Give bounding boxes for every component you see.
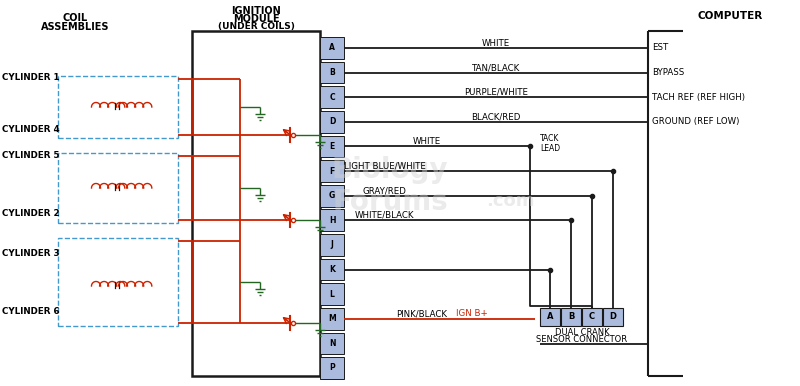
Bar [320,210,344,231]
Text: LIGHT BLUE/WHITE: LIGHT BLUE/WHITE [343,162,426,171]
Text: COIL: COIL [62,13,88,23]
Bar [58,76,178,138]
Bar [320,86,344,108]
Text: M: M [328,314,336,323]
Text: Biology
Forums: Biology Forums [332,156,448,216]
Bar [540,308,560,326]
Text: GROUND (REF LOW): GROUND (REF LOW) [652,117,739,126]
Bar [320,185,344,207]
Bar [582,308,602,326]
Text: H: H [329,216,335,225]
Bar [320,160,344,182]
Text: D: D [610,312,617,321]
Bar [320,234,344,256]
Text: DUAL CRANK: DUAL CRANK [554,328,610,337]
Text: EST: EST [652,44,668,52]
Text: CYLINDER 5: CYLINDER 5 [2,151,59,159]
Bar [320,111,344,133]
Text: ASSEMBLIES: ASSEMBLIES [41,22,110,32]
Bar [320,135,344,157]
Text: A: A [546,312,554,321]
Text: A: A [329,44,335,52]
Text: CYLINDER 4: CYLINDER 4 [2,125,60,134]
Text: K: K [329,265,335,274]
Text: D: D [329,117,335,126]
Bar [320,333,344,354]
Bar [320,37,344,59]
Text: BLACK/RED: BLACK/RED [471,112,521,121]
Text: CYLINDER 2: CYLINDER 2 [2,210,60,218]
Text: G: G [329,191,335,200]
Text: COMPUTER: COMPUTER [698,11,763,21]
Text: (UNDER COILS): (UNDER COILS) [218,22,294,32]
Text: TACH REF (REF HIGH): TACH REF (REF HIGH) [652,93,745,102]
Text: N: N [329,339,335,348]
Bar [320,259,344,280]
Text: B: B [568,312,574,321]
Text: TACK
LEAD: TACK LEAD [540,134,560,153]
Text: IGNITION: IGNITION [231,6,281,16]
Text: J: J [330,240,334,249]
Bar [58,153,178,223]
Bar [58,238,178,326]
Text: CYLINDER 1: CYLINDER 1 [2,73,60,83]
Bar [320,283,344,305]
Text: GRAY/RED: GRAY/RED [362,186,406,195]
Bar [603,308,623,326]
Text: F: F [330,167,334,176]
Bar [320,308,344,330]
Bar [192,31,320,376]
Text: PINK/BLACK: PINK/BLACK [397,309,447,318]
Text: .com: .com [486,192,534,210]
Bar [320,357,344,379]
Text: BYPASS: BYPASS [652,68,684,77]
Text: WHITE: WHITE [482,39,510,47]
Text: P: P [329,364,335,372]
Text: C: C [589,312,595,321]
Text: CYLINDER 3: CYLINDER 3 [2,249,60,257]
Text: WHITE/BLACK: WHITE/BLACK [354,211,414,220]
Text: MODULE: MODULE [233,14,279,24]
Text: SENSOR CONNECTOR: SENSOR CONNECTOR [537,335,627,344]
Text: IGN B+: IGN B+ [456,309,488,318]
Bar [561,308,581,326]
Text: PURPLE/WHITE: PURPLE/WHITE [464,88,528,97]
Text: WHITE: WHITE [413,137,441,146]
Text: TAN/BLACK: TAN/BLACK [472,63,520,72]
Text: L: L [330,290,334,299]
Text: CYLINDER 6: CYLINDER 6 [2,308,60,317]
Bar [320,62,344,83]
Text: B: B [329,68,335,77]
Text: C: C [329,93,335,102]
Text: E: E [330,142,334,151]
